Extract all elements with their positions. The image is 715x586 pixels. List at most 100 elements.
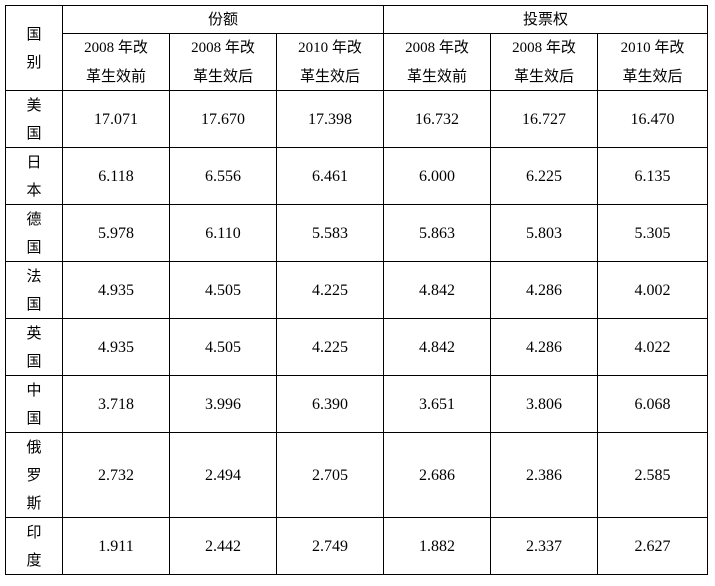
country-char: 国 [26,295,42,313]
country-char: 俄 [26,438,42,456]
sub-header-line: 2008 年改 [84,40,148,56]
value-cell: 2.494 [169,432,277,518]
country-header-char: 国 [26,25,42,43]
header-group-row: 国 别 份额 投票权 [5,5,708,91]
table-container: 国 别 份额 投票权 2008 年改 革生效前 2008 年改 革生效后 201… [5,5,708,575]
country-cell: 英 国 [5,318,63,376]
value-cell: 4.505 [169,318,277,376]
table-row: 美 国 17.071 17.670 17.398 16.732 16.727 1… [5,90,708,148]
value-cell: 5.863 [383,204,491,262]
sub-header-line: 2010 年改 [298,40,362,56]
value-cell: 4.225 [276,318,384,376]
country-cell: 中 国 [5,375,63,433]
sub-header-line: 革生效后 [513,67,574,85]
country-char: 国 [26,238,42,256]
value-cell: 2.337 [490,517,598,575]
value-cell: 2.442 [169,517,277,575]
value-cell: 6.000 [383,147,491,205]
value-cell: 5.305 [597,204,708,262]
value-cell: 4.002 [597,261,708,319]
country-char: 度 [26,551,42,569]
sub-header-line: 革生效后 [622,67,683,85]
country-cell: 法 国 [5,261,63,319]
value-cell: 2.627 [597,517,708,575]
table-row: 印 度 1.911 2.442 2.749 1.882 2.337 2.627 [5,517,708,575]
value-cell: 4.842 [383,318,491,376]
value-cell: 2.749 [276,517,384,575]
country-char: 罗 [26,466,42,484]
sub-header-line: 革生效后 [192,67,253,85]
country-char: 本 [26,181,42,199]
country-header: 国 别 [5,5,63,91]
value-cell: 17.398 [276,90,384,148]
value-cell: 6.556 [169,147,277,205]
country-char: 英 [26,324,42,342]
country-char: 国 [26,124,42,142]
value-cell: 16.732 [383,90,491,148]
sub-header-line: 革生效后 [299,67,360,85]
country-cell: 日 本 [5,147,63,205]
value-cell: 6.118 [62,147,170,205]
value-cell: 3.996 [169,375,277,433]
value-cell: 16.727 [490,90,598,148]
value-cell: 2.705 [276,432,384,518]
value-cell: 5.978 [62,204,170,262]
value-cell: 3.806 [490,375,598,433]
value-cell: 1.882 [383,517,491,575]
sub-header-line: 革生效前 [85,67,146,85]
value-cell: 4.935 [62,261,170,319]
country-cell: 俄 罗 斯 [5,432,63,518]
country-char: 美 [26,96,42,114]
country-char: 法 [26,267,42,285]
value-cell: 2.686 [383,432,491,518]
country-char: 国 [26,409,42,427]
sub-header: 2008 年改 革生效前 [62,33,170,91]
country-cell: 印 度 [5,517,63,575]
sub-header-line: 2010 年改 [620,40,685,56]
value-cell: 17.670 [169,90,277,148]
country-char: 德 [26,210,42,228]
value-cell: 4.286 [490,261,598,319]
sub-header: 2010 年改 革生效后 [276,33,384,91]
value-cell: 16.470 [597,90,708,148]
value-cell: 4.022 [597,318,708,376]
country-char: 斯 [26,494,42,512]
country-cell: 德 国 [5,204,63,262]
value-cell: 4.842 [383,261,491,319]
value-cell: 1.911 [62,517,170,575]
country-header-char: 别 [26,53,42,71]
sub-header-line: 2008 年改 [405,40,469,56]
header-sub-row: 2008 年改 革生效前 2008 年改 革生效后 2010 年改 革生效后 2… [6,33,708,91]
quota-group-header: 份额 [62,5,384,34]
value-cell: 6.110 [169,204,277,262]
country-cell: 美 国 [5,90,63,148]
sub-header: 2010 年改 革生效后 [597,33,708,91]
value-cell: 4.286 [490,318,598,376]
value-cell: 3.651 [383,375,491,433]
table-row: 中 国 3.718 3.996 6.390 3.651 3.806 6.068 [5,375,708,433]
table-row: 英 国 4.935 4.505 4.225 4.842 4.286 4.022 [5,318,708,376]
country-char: 国 [26,352,42,370]
sub-header-line: 2008 年改 [191,40,255,56]
value-cell: 4.505 [169,261,277,319]
value-cell: 6.461 [276,147,384,205]
table-row: 俄 罗 斯 2.732 2.494 2.705 2.686 2.386 2.58… [5,432,708,518]
value-cell: 6.135 [597,147,708,205]
sub-header-line: 革生效前 [406,67,467,85]
country-char: 印 [26,523,42,541]
voting-group-header: 投票权 [383,5,708,34]
sub-header-line: 2008 年改 [512,40,576,56]
value-cell: 5.583 [276,204,384,262]
sub-header: 2008 年改 革生效后 [169,33,277,91]
value-cell: 3.718 [62,375,170,433]
country-char: 中 [26,381,42,399]
table-row: 德 国 5.978 6.110 5.583 5.863 5.803 5.305 [5,204,708,262]
table-row: 法 国 4.935 4.505 4.225 4.842 4.286 4.002 [5,261,708,319]
value-cell: 17.071 [62,90,170,148]
sub-header: 2008 年改 革生效前 [383,33,491,91]
table-row: 日 本 6.118 6.556 6.461 6.000 6.225 6.135 [5,147,708,205]
value-cell: 4.225 [276,261,384,319]
sub-header: 2008 年改 革生效后 [490,33,598,91]
value-cell: 6.068 [597,375,708,433]
value-cell: 2.585 [597,432,708,518]
